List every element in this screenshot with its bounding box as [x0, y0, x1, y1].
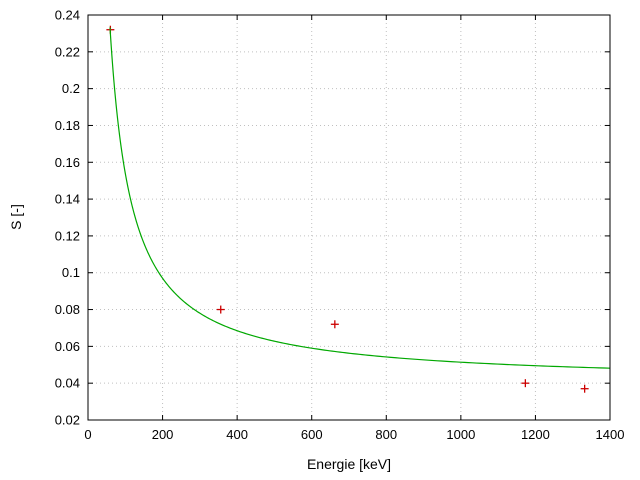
y-tick-label: 0.06 — [55, 339, 80, 354]
y-tick-label: 0.12 — [55, 228, 80, 243]
y-tick-label: 0.18 — [55, 118, 80, 133]
y-tick-label: 0.02 — [55, 413, 80, 428]
y-tick-label: 0.14 — [55, 192, 80, 207]
plot-border — [87, 14, 611, 421]
y-tick-label: 0.24 — [55, 8, 80, 23]
fit-curve — [109, 27, 611, 369]
x-axis-label: Energie [keV] — [306, 456, 392, 472]
y-axis-label: S [-] — [8, 204, 24, 230]
y-tick-label: 0.16 — [55, 155, 80, 170]
x-tick-label: 400 — [226, 427, 248, 442]
x-tick-label: 1400 — [596, 427, 625, 442]
y-tick-label: 0.04 — [55, 376, 80, 391]
x-tick-label: 1000 — [446, 427, 475, 442]
y-tick-label: 0.08 — [55, 302, 80, 317]
y-tick-label: 0.2 — [62, 81, 80, 96]
x-tick-label: 800 — [375, 427, 397, 442]
y-tick-label: 0.1 — [62, 265, 80, 280]
y-tick-label: 0.22 — [55, 44, 80, 59]
x-tick-label: 600 — [301, 427, 323, 442]
x-tick-label: 0 — [84, 427, 91, 442]
x-tick-label: 1200 — [521, 427, 550, 442]
x-tick-label: 200 — [152, 427, 174, 442]
